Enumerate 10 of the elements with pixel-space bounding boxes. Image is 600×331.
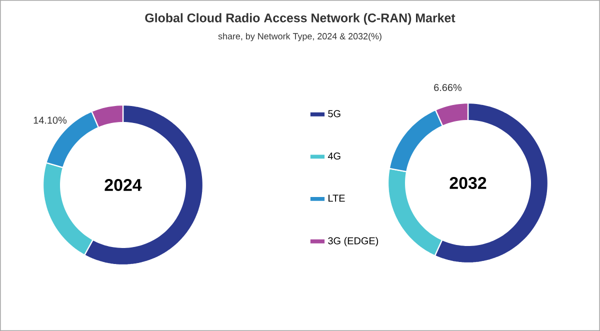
legend-label: LTE xyxy=(328,194,345,202)
data-label: 6.66% xyxy=(434,84,462,92)
chart-title: Global Cloud Radio Access Network (C-RAN) Market xyxy=(145,13,456,25)
slice-label: 2032 xyxy=(450,176,486,190)
slice-label: 2024 xyxy=(104,179,142,191)
legend-label: 4G xyxy=(328,152,340,160)
chart-subtitle: share, by Network Type, 2024 & 2032(%) xyxy=(218,32,382,42)
legend-label: 5G xyxy=(328,110,340,118)
legend-label: 3G (EDGE) xyxy=(328,237,378,246)
data-label: 14.10% xyxy=(34,116,67,124)
